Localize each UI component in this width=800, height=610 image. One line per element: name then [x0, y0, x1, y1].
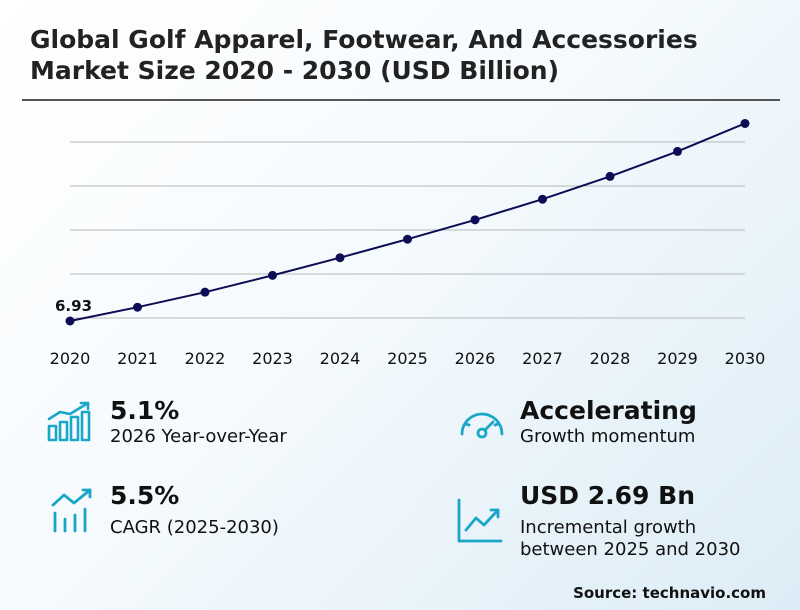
stat-incremental-value: USD 2.69 Bn	[520, 481, 695, 510]
data-point-2027	[538, 194, 547, 204]
line-chart: 6.93 2020 2021 2022 2023 2024 2025 2026 2027 202…	[50, 118, 766, 368]
x-tick-label: 2029	[657, 349, 698, 368]
chart-title: Global Golf Apparel, Footwear, And Acces…	[30, 25, 698, 85]
data-point-2026	[470, 215, 480, 225]
x-tick-label: 2028	[590, 349, 631, 368]
x-tick-label: 2030	[725, 349, 766, 368]
x-tick-label: 2020	[50, 349, 91, 368]
x-tick-label: 2024	[320, 349, 361, 368]
x-tick-label: 2021	[117, 349, 158, 368]
title-divider	[22, 99, 780, 101]
bar-chart-growth-icon	[47, 401, 91, 442]
data-point-2022	[200, 287, 210, 297]
x-axis-ticks: 2020 2021 2022 2023 2024 2025 2026 2027 2028 2029…	[50, 349, 766, 368]
stat-yoy-label: 2026 Year-over-Year	[110, 426, 287, 447]
series-line	[69, 122, 746, 322]
data-point-2029	[673, 146, 682, 156]
stat-yoy: 5.1% 2026 Year-over-Year	[110, 396, 287, 448]
stat-yoy-value: 5.1%	[110, 396, 180, 425]
data-point-2030	[740, 118, 750, 128]
stat-incremental-label-2: between 2025 and 2030	[520, 539, 741, 560]
data-point-2021	[133, 302, 142, 312]
stat-cagr-label: CAGR (2025-2030)	[110, 517, 279, 538]
x-tick-label: 2022	[185, 349, 226, 368]
trend-bars-icon	[51, 488, 92, 533]
speedometer-icon	[460, 412, 504, 439]
stat-incremental-label-1: Incremental growth	[520, 517, 697, 538]
data-points	[65, 118, 750, 326]
stat-momentum-value: Accelerating	[520, 396, 697, 425]
x-tick-label: 2023	[252, 349, 293, 368]
data-label: 6.93	[55, 297, 92, 315]
data-point-2024	[335, 253, 345, 263]
data-point-2028	[605, 171, 615, 181]
trend-chart-icon	[457, 498, 503, 543]
data-labels: 6.93	[55, 297, 92, 315]
stat-cagr-value: 5.5%	[110, 481, 180, 510]
x-tick-label: 2026	[455, 349, 496, 368]
x-tick-label: 2027	[522, 349, 563, 368]
data-point-2023	[268, 270, 277, 280]
source-credit: Source: technavio.com	[573, 584, 766, 602]
data-point-2025	[403, 234, 412, 244]
stat-momentum-label: Growth momentum	[520, 426, 696, 447]
stat-incremental: USD 2.69 Bn Incremental growth between 2…	[520, 481, 740, 561]
stat-momentum: Accelerating Growth momentum	[520, 396, 697, 448]
data-point-2020	[65, 316, 75, 326]
x-tick-label: 2025	[387, 349, 428, 368]
gridlines	[70, 141, 745, 319]
stat-cagr: 5.5% CAGR (2025-2030)	[110, 481, 279, 539]
